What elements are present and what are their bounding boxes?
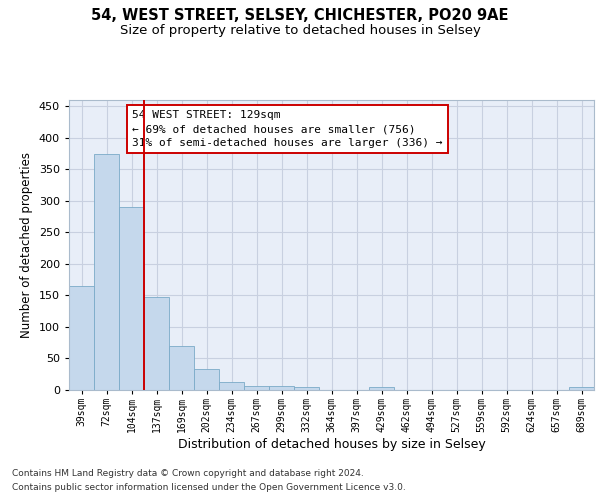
- Text: 54 WEST STREET: 129sqm
← 69% of detached houses are smaller (756)
31% of semi-de: 54 WEST STREET: 129sqm ← 69% of detached…: [132, 110, 443, 148]
- Bar: [294, 387, 319, 390]
- Text: Contains HM Land Registry data © Crown copyright and database right 2024.: Contains HM Land Registry data © Crown c…: [12, 468, 364, 477]
- Bar: [69, 286, 94, 390]
- X-axis label: Distribution of detached houses by size in Selsey: Distribution of detached houses by size …: [178, 438, 485, 451]
- Y-axis label: Number of detached properties: Number of detached properties: [20, 152, 33, 338]
- Bar: [144, 296, 169, 390]
- Text: Contains public sector information licensed under the Open Government Licence v3: Contains public sector information licen…: [12, 484, 406, 492]
- Bar: [569, 388, 594, 390]
- Bar: [369, 388, 394, 390]
- Bar: [269, 386, 294, 390]
- Text: 54, WEST STREET, SELSEY, CHICHESTER, PO20 9AE: 54, WEST STREET, SELSEY, CHICHESTER, PO2…: [91, 8, 509, 22]
- Bar: [119, 207, 144, 390]
- Text: Size of property relative to detached houses in Selsey: Size of property relative to detached ho…: [119, 24, 481, 37]
- Bar: [194, 369, 219, 390]
- Bar: [244, 386, 269, 390]
- Bar: [94, 154, 119, 390]
- Bar: [219, 382, 244, 390]
- Bar: [169, 346, 194, 390]
